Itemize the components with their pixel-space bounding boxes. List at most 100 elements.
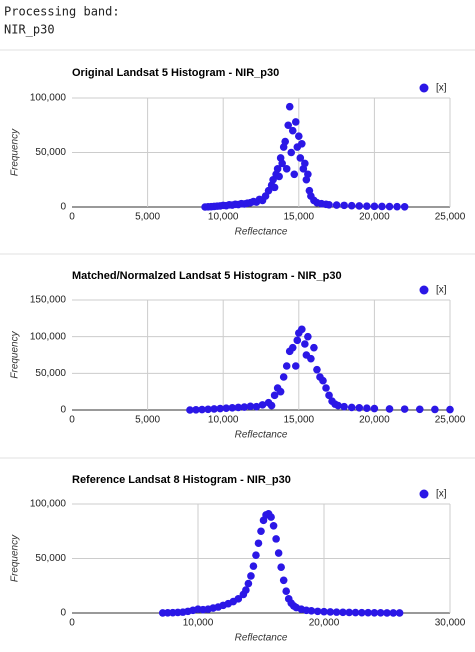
x-axis-label: Reflectance (235, 430, 288, 441)
y-tick-label: 0 (60, 608, 66, 619)
data-point (322, 384, 330, 392)
y-tick-label: 0 (60, 202, 66, 213)
data-point (210, 405, 218, 413)
y-axis-label: Frequency (10, 128, 21, 176)
data-point (347, 403, 356, 412)
legend-swatch (419, 83, 429, 93)
data-point (340, 201, 348, 210)
legend-swatch (419, 489, 429, 499)
x-axis-label: Reflectance (235, 227, 288, 238)
data-point (431, 405, 439, 414)
data-point (363, 404, 371, 412)
data-point (279, 373, 288, 381)
data-point (383, 609, 391, 617)
data-point (252, 402, 261, 411)
data-point (325, 201, 333, 209)
data-point (228, 404, 237, 412)
data-point (307, 354, 315, 363)
data-point (313, 365, 321, 374)
y-tick-label: 0 (60, 405, 66, 416)
data-point (270, 391, 279, 400)
data-point (274, 549, 283, 557)
data-point (301, 340, 309, 348)
data-point (204, 405, 212, 414)
data-point (281, 137, 289, 146)
console-label: Processing band: (4, 5, 120, 19)
data-point (339, 608, 347, 617)
data-point (216, 404, 224, 413)
x-tick-label: 20,000 (359, 212, 390, 223)
data-point (258, 401, 267, 409)
y-tick-label: 100,000 (30, 331, 67, 342)
data-point (389, 609, 398, 617)
data-point (370, 404, 379, 413)
data-point (400, 405, 409, 413)
data-point (270, 183, 279, 192)
data-point (276, 387, 285, 396)
data-point (290, 170, 299, 179)
data-point (291, 118, 300, 126)
data-point (313, 607, 322, 616)
data-point (320, 607, 328, 616)
data-point (291, 362, 300, 370)
data-point (267, 401, 276, 410)
y-tick-label: 150,000 (30, 295, 67, 306)
y-axis-label: Frequency (10, 330, 21, 378)
chart-title: Original Landsat 5 Histogram - NIR_p30 (72, 67, 279, 79)
data-point (288, 126, 297, 135)
data-point (355, 202, 364, 210)
data-point (186, 406, 194, 414)
y-axis-label: Frequency (10, 534, 21, 582)
x-tick-label: 0 (69, 618, 75, 629)
x-tick-label: 10,000 (183, 618, 214, 629)
data-point (282, 587, 291, 595)
x-tick-label: 15,000 (284, 212, 315, 223)
data-point (370, 202, 379, 211)
data-point (285, 102, 294, 111)
data-point (304, 170, 312, 179)
x-tick-label: 20,000 (309, 618, 340, 629)
data-point (273, 165, 282, 173)
data-point (400, 202, 409, 211)
data-point (222, 404, 231, 412)
data-point (310, 343, 318, 352)
data-point (307, 607, 316, 615)
data-point (351, 608, 360, 617)
data-point (272, 535, 280, 543)
data-point (415, 405, 424, 414)
data-point (246, 402, 255, 411)
data-point (340, 402, 348, 411)
data-point (293, 336, 302, 345)
data-point (198, 405, 206, 414)
data-point (192, 405, 200, 414)
data-point (279, 576, 288, 585)
data-point (240, 403, 249, 411)
legend-swatch (419, 285, 429, 295)
data-point (301, 159, 309, 168)
x-tick-label: 30,000 (435, 618, 466, 629)
data-point (334, 401, 342, 410)
data-point (345, 608, 354, 617)
x-tick-label: 20,000 (359, 415, 390, 426)
x-tick-label: 10,000 (208, 415, 239, 426)
x-tick-label: 5,000 (135, 415, 160, 426)
x-tick-label: 0 (69, 212, 75, 223)
data-point (296, 154, 305, 162)
x-tick-label: 5,000 (135, 212, 160, 223)
data-point (278, 159, 286, 168)
data-point (393, 202, 401, 211)
chart-title: Matched/Normalzed Landsat 5 Histogram - … (72, 270, 342, 282)
data-point (287, 148, 296, 157)
data-point (244, 579, 253, 588)
console-band: NIR_p30 (4, 23, 55, 37)
data-point (242, 586, 250, 594)
data-point (275, 172, 283, 181)
y-tick-label: 50,000 (35, 553, 66, 564)
data-point (325, 391, 333, 400)
x-tick-label: 0 (69, 415, 75, 426)
data-point (288, 343, 297, 352)
data-point (446, 405, 454, 414)
data-point (234, 403, 243, 412)
data-point (295, 132, 303, 140)
